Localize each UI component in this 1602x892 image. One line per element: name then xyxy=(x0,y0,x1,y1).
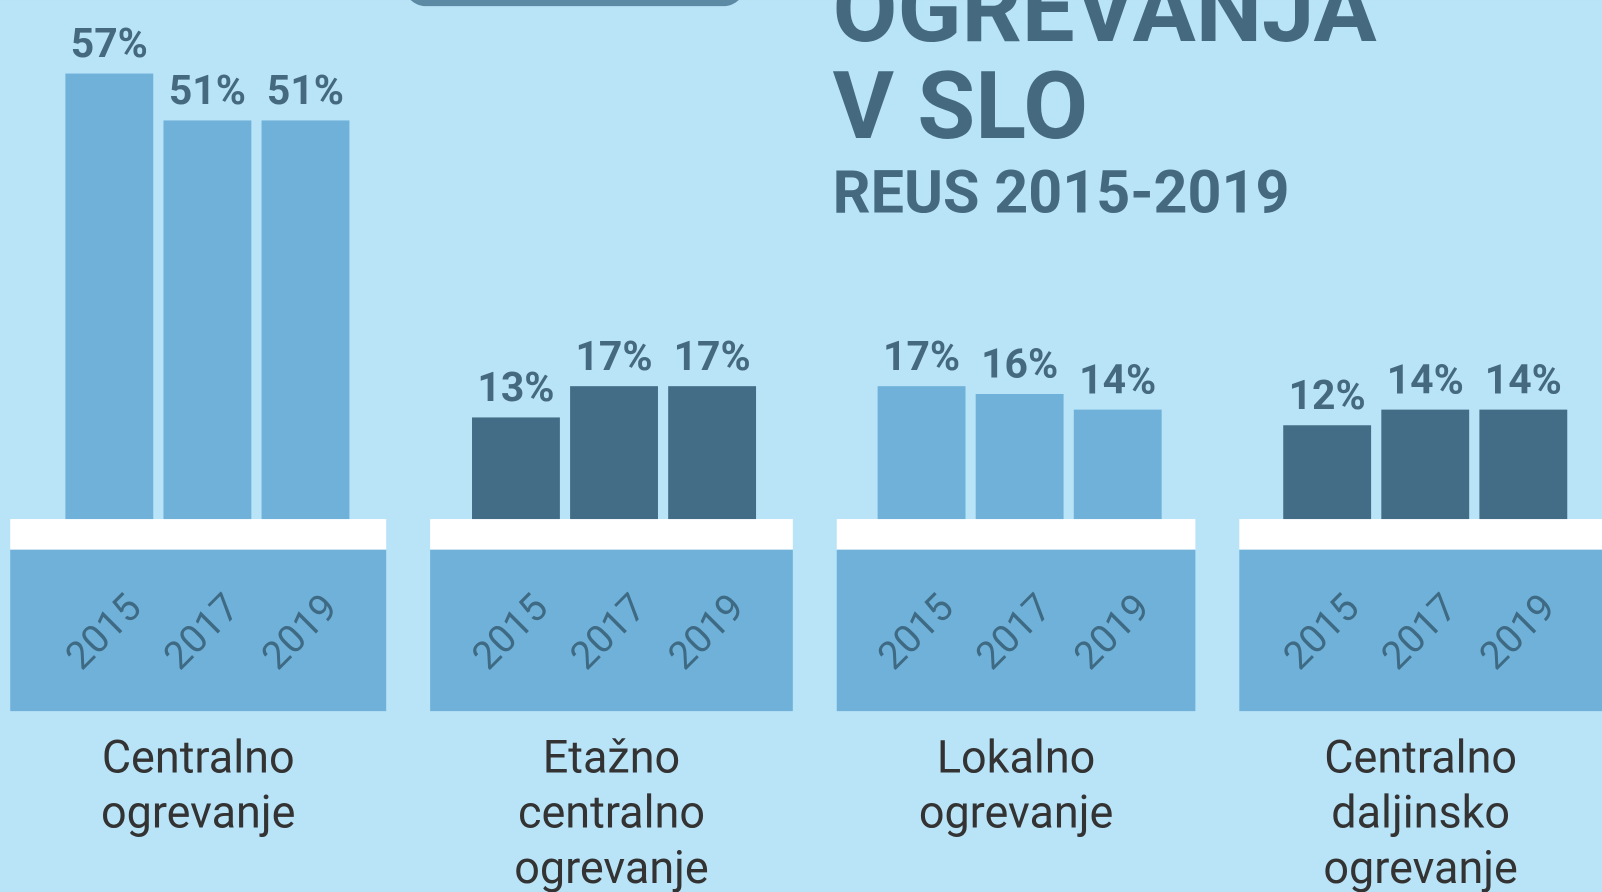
category-label: ogrevanje xyxy=(514,841,709,892)
value-label: 57% xyxy=(71,19,148,67)
category-label: ogrevanje xyxy=(101,786,296,839)
bar xyxy=(877,386,966,520)
bar xyxy=(975,393,1064,520)
value-label: 14% xyxy=(1485,355,1562,403)
value-label: 13% xyxy=(477,363,554,411)
bar xyxy=(668,386,757,520)
value-label: 17% xyxy=(883,332,960,380)
bar xyxy=(570,386,658,520)
title-line: OGREVANJA xyxy=(833,0,1377,64)
year-panel xyxy=(1239,549,1602,712)
bar xyxy=(472,417,560,520)
year-panel xyxy=(10,549,387,712)
subtitle: REUS 2015-2019 xyxy=(833,159,1290,228)
category-label: Etažno xyxy=(543,730,680,783)
strip xyxy=(10,519,387,550)
category-label: daljinsko xyxy=(1331,786,1510,839)
value-label: 51% xyxy=(267,66,344,114)
year-panel xyxy=(430,549,793,712)
value-label: 51% xyxy=(169,66,246,114)
value-label: 12% xyxy=(1289,371,1366,419)
title-line: V SLO xyxy=(833,51,1088,161)
value-label: 17% xyxy=(575,332,652,380)
strip xyxy=(430,519,793,550)
header-shape xyxy=(410,0,739,7)
bar xyxy=(1381,409,1470,520)
category-label: ogrevanje xyxy=(1323,841,1518,892)
category-label: centralno xyxy=(518,786,705,839)
bar xyxy=(1073,409,1162,520)
bar xyxy=(1479,409,1568,520)
year-panel xyxy=(836,549,1196,712)
bar xyxy=(1283,425,1372,520)
value-label: 16% xyxy=(981,340,1058,388)
strip xyxy=(1239,519,1602,550)
category-label: Centralno xyxy=(102,730,295,783)
category-label: Lokalno xyxy=(937,730,1095,783)
strip xyxy=(836,519,1196,550)
category-label: ogrevanje xyxy=(919,786,1114,839)
bar xyxy=(163,120,252,520)
value-label: 17% xyxy=(674,332,751,380)
category-label: Centralno xyxy=(1324,730,1517,783)
bar xyxy=(261,120,350,520)
bar xyxy=(65,73,154,520)
value-label: 14% xyxy=(1079,355,1156,403)
value-label: 14% xyxy=(1387,355,1464,403)
